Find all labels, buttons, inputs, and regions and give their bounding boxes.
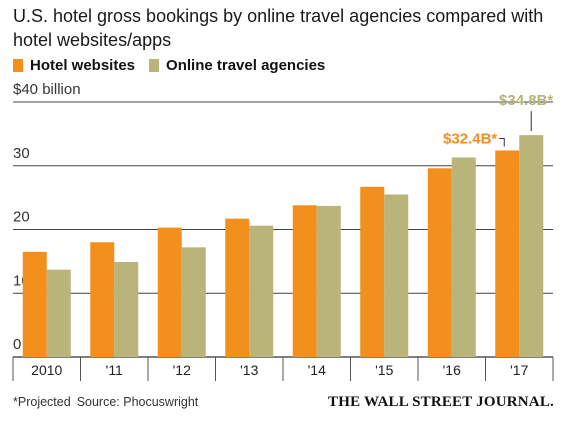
bar-online-travel-agencies: [451, 157, 476, 357]
legend-label-hotel-websites: Hotel websites: [30, 57, 136, 74]
x-tick-label: '14: [308, 362, 326, 378]
bar-hotel-websites: [292, 205, 317, 357]
legend: Hotel websites Online travel agencies: [13, 57, 339, 74]
y-tick-label: 0: [13, 336, 21, 353]
x-tick-label: '15: [375, 362, 393, 378]
source-note: Source: Phocuswright: [76, 395, 199, 409]
chart-title: U.S. hotel gross bookings by online trav…: [13, 6, 544, 50]
x-tick-label: 2010: [31, 362, 62, 378]
x-tick-label: '16: [443, 362, 461, 378]
bar-hotel-websites: [90, 242, 115, 357]
data-label-online-travel-agencies: $34.8B*: [499, 92, 553, 109]
publisher-credit: THE WALL STREET JOURNAL.: [328, 394, 554, 410]
bar-hotel-websites: [225, 218, 250, 357]
bar-online-travel-agencies: [316, 205, 341, 357]
legend-item-hotel-websites: Hotel websites: [13, 57, 135, 74]
legend-swatch-hotel-websites: [13, 59, 23, 72]
bar-hotel-websites: [360, 186, 385, 357]
x-tick-label: '11: [106, 362, 123, 378]
legend-swatch-online-travel-agencies: [149, 59, 160, 72]
footnote: *Projected Source: Phocuswright: [13, 395, 198, 409]
bar-online-travel-agencies: [181, 247, 206, 357]
bar-online-travel-agencies: [249, 225, 274, 357]
bar-hotel-websites: [157, 227, 182, 357]
data-label-leader: [499, 137, 505, 147]
bar-online-travel-agencies: [384, 194, 409, 357]
projected-note: *Projected: [13, 395, 71, 409]
legend-label-online-travel-agencies: Online travel agencies: [166, 57, 326, 74]
legend-item-online-travel-agencies: Online travel agencies: [149, 57, 325, 74]
bar-online-travel-agencies: [114, 262, 139, 357]
data-label-hotel-websites: $32.4B*: [443, 130, 497, 147]
x-tick-label: '17: [510, 362, 528, 378]
x-tick-label: '13: [240, 362, 258, 378]
y-tick-label: 30: [13, 145, 30, 162]
bar-hotel-websites: [22, 251, 47, 357]
bar-hotel-websites: [495, 150, 520, 357]
y-tick-label: 20: [13, 209, 30, 226]
bar-hotel-websites: [427, 168, 452, 357]
bar-online-travel-agencies: [46, 269, 71, 357]
x-tick-label: '12: [173, 362, 191, 378]
y-tick-label: $40 billion: [13, 81, 81, 98]
bar-online-travel-agencies: [519, 135, 544, 357]
